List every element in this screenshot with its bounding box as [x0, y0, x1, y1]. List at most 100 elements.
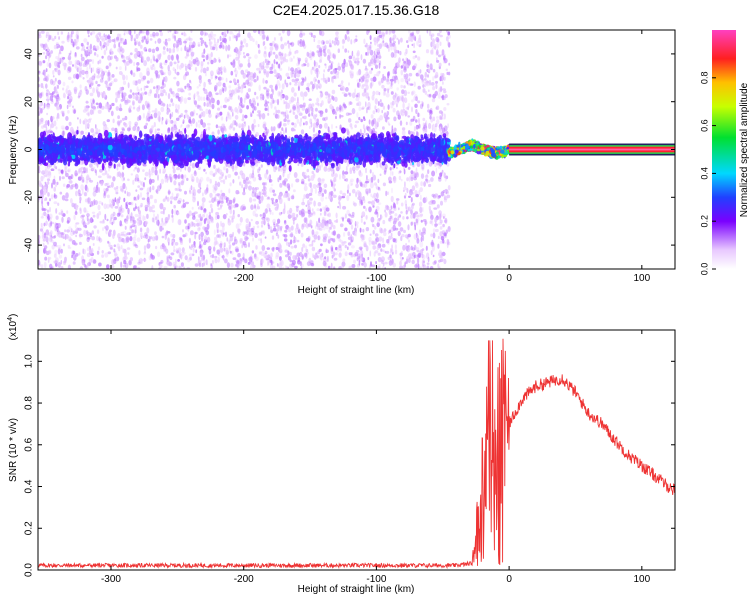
spectrogram-cell — [266, 203, 271, 209]
spectrogram-cell — [205, 259, 208, 265]
spectrogram-cell — [301, 255, 304, 261]
spectrogram-cell — [183, 40, 187, 44]
spectrogram-cell — [112, 176, 116, 182]
spectrogram-cell — [387, 121, 390, 125]
spectrogram-cell — [97, 84, 101, 87]
spectrogram-cell — [223, 68, 227, 73]
spectrogram-cell — [383, 170, 387, 175]
spectrogram-cell — [84, 192, 88, 197]
spectrogram-cell — [373, 174, 376, 181]
spectrogram-cell — [248, 56, 252, 59]
spectrogram-cell — [330, 262, 333, 269]
spectrogram-cell — [41, 207, 46, 211]
spectrogram-cell — [430, 82, 435, 86]
spectrogram-cell — [47, 119, 50, 127]
spectrogram-cell — [124, 62, 128, 67]
spectrogram-cell — [66, 34, 70, 41]
spectrogram-cell — [134, 48, 138, 53]
spectrogram-cell — [132, 100, 135, 106]
spectrogram-cell — [224, 175, 227, 180]
spectrogram-cell — [136, 127, 139, 133]
spectrogram-cell — [115, 199, 119, 205]
spectrogram-cell — [231, 250, 234, 256]
spectrogram-cell — [358, 116, 361, 121]
spectrogram-cell — [332, 169, 335, 175]
spectrogram-cell — [160, 106, 165, 113]
spectrogram-cell — [146, 187, 150, 194]
spectrogram-cell — [311, 112, 314, 117]
spectrogram-cell — [287, 173, 290, 179]
spectrogram-cell — [435, 106, 438, 110]
spectrogram-cell — [156, 213, 159, 220]
spectrogram-cell — [274, 206, 279, 211]
spectrogram-cell — [303, 91, 308, 97]
spectrogram-cell — [436, 59, 440, 63]
spectrogram-cell — [213, 246, 216, 252]
spectrogram-cell — [72, 250, 76, 255]
spectrogram-cell — [320, 243, 323, 247]
spectrogram-cell — [378, 264, 381, 269]
spectrogram-cell — [429, 115, 432, 120]
spectrogram-cell — [369, 233, 372, 236]
spectrogram-cell — [441, 251, 446, 257]
spectrogram-cell — [250, 218, 253, 222]
spectrogram-cell — [388, 42, 391, 48]
spectrogram-cell — [219, 35, 222, 42]
spectrogram-cell — [146, 36, 149, 41]
spectrogram-cell — [51, 38, 55, 41]
spectrogram-cell — [252, 176, 257, 182]
spectrogram-cell — [200, 254, 203, 258]
spectrogram-cell — [58, 234, 63, 238]
spectrogram-cell — [79, 196, 82, 201]
spectrogram-cell — [92, 214, 96, 218]
spectrogram-cell — [167, 92, 171, 100]
spectrogram-cell — [130, 69, 133, 76]
spectrogram-cell — [243, 38, 247, 44]
spectrogram-cell — [149, 89, 152, 94]
spectrogram-cell — [133, 39, 136, 42]
spectrogram-cell — [435, 42, 440, 49]
spectrogram-cell — [316, 255, 320, 259]
spectrogram-cell — [81, 260, 85, 265]
spectrogram-cell — [257, 195, 261, 200]
spectrogram-cell — [339, 196, 343, 200]
spectrogram-cell — [122, 248, 125, 254]
spectrogram-cell — [106, 104, 111, 110]
spectrogram-cell — [342, 192, 346, 197]
spectrogram-cell — [180, 251, 185, 256]
spectrogram-cell — [173, 120, 177, 126]
spectrogram-cell — [411, 259, 415, 265]
spectrogram-cell — [386, 44, 389, 49]
spectrogram-cell — [218, 234, 222, 239]
spectrogram-cell — [89, 179, 94, 183]
spectrogram-cell — [180, 241, 183, 245]
spectrogram-cell — [437, 263, 440, 269]
spectrogram-cell — [85, 210, 89, 213]
spectrogram-cell — [435, 167, 438, 174]
spectrogram-cell — [330, 63, 333, 70]
spectrogram-cell — [139, 51, 144, 55]
spectrogram-cell — [368, 119, 371, 126]
spectrogram-cell — [117, 121, 121, 127]
spectrogram-cell — [43, 172, 45, 179]
spectrogram-cell — [147, 201, 150, 208]
spectrogram-cell — [208, 113, 212, 118]
spectrogram-cell — [209, 178, 212, 184]
spectrogram-cell — [159, 98, 162, 104]
spectrogram-cell — [90, 32, 93, 36]
spectrogram-cell — [306, 62, 310, 68]
spectrogram-cell — [186, 177, 189, 181]
spectrogram-cell — [42, 86, 45, 89]
spectrogram-cell — [418, 201, 423, 207]
spectrogram-cell — [141, 104, 145, 111]
spectrogram-cell — [370, 193, 373, 197]
spectrogram-cell — [124, 225, 127, 230]
spectrogram-cell — [42, 242, 45, 247]
spectrogram-cell — [95, 80, 98, 85]
spectrogram-cell — [278, 83, 281, 89]
spectrogram-cell — [275, 109, 278, 114]
spectrogram-cell — [197, 41, 200, 46]
spectrogram-cell — [222, 88, 225, 94]
spectrogram-cell — [317, 182, 322, 186]
